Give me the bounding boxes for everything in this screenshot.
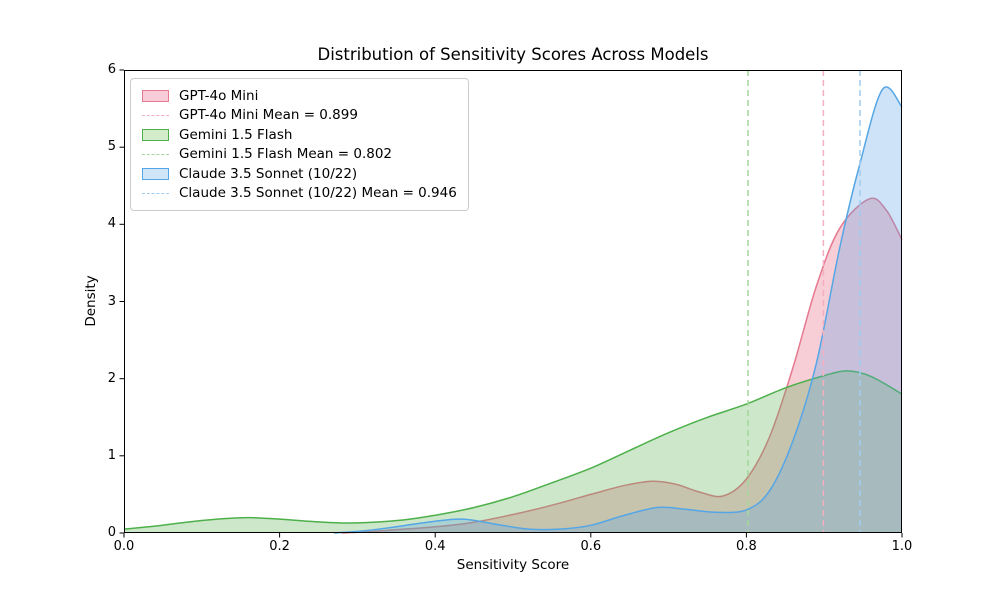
legend-label: Gemini 1.5 Flash: [179, 126, 293, 143]
x-tick-label: 0.4: [424, 539, 446, 554]
legend-label: Claude 3.5 Sonnet (10/22): [179, 165, 358, 182]
x-tick-label: 1.0: [891, 539, 913, 554]
y-tick-label: 1: [107, 447, 116, 463]
legend-patch-swatch: [142, 128, 169, 141]
legend-dash-swatch: [142, 114, 169, 116]
legend-label: GPT-4o Mini: [179, 87, 259, 104]
density-plot-svg: [119, 69, 903, 538]
legend-patch-swatch: [142, 167, 169, 180]
legend: GPT-4o Mini GPT-4o Mini Mean = 0.899 Gemin…: [130, 78, 469, 211]
legend-patch-swatch: [142, 89, 169, 102]
legend-mean-label: Gemini 1.5 Flash Mean = 0.802: [179, 146, 393, 163]
density-area-1: [124, 370, 902, 533]
legend-dash-swatch: [142, 192, 169, 194]
legend-row: Gemini 1.5 Flash: [142, 125, 457, 145]
y-tick-label: 5: [107, 139, 116, 155]
density-area-2: [334, 86, 903, 533]
x-axis-label: Sensitivity Score: [456, 557, 570, 573]
density-curve-0: [341, 197, 903, 534]
legend-row: GPT-4o Mini Mean = 0.899: [142, 106, 457, 126]
plot-area: GPT-4o Mini GPT-4o Mini Mean = 0.899 Gemin…: [119, 69, 903, 538]
x-tick-label: 0.6: [580, 539, 602, 554]
y-tick-label: 3: [107, 293, 116, 309]
axes-frame: [124, 70, 902, 533]
density-area-0: [341, 198, 902, 533]
density-curve-1: [123, 370, 903, 530]
legend-mean-label: GPT-4o Mini Mean = 0.899: [179, 107, 358, 124]
legend-mean-label: Claude 3.5 Sonnet (10/22) Mean = 0.946: [179, 185, 457, 202]
legend-row: Claude 3.5 Sonnet (10/22): [142, 164, 457, 184]
y-tick-label: 0: [107, 525, 116, 540]
chart-title: Distribution of Sensitivity Scores Acros…: [317, 45, 709, 64]
x-tick-label: 0.0: [113, 539, 135, 554]
legend-dash-swatch: [142, 153, 169, 155]
x-tick-label: 0.2: [269, 539, 290, 554]
legend-row: Gemini 1.5 Flash Mean = 0.802: [142, 145, 457, 165]
y-tick-label: 6: [107, 62, 116, 77]
legend-row: Claude 3.5 Sonnet (10/22) Mean = 0.946: [142, 184, 457, 204]
legend-row: GPT-4o Mini: [142, 86, 457, 106]
density-curve-2: [334, 86, 903, 534]
y-tick-label: 2: [107, 370, 116, 386]
x-tick-label: 0.8: [736, 539, 757, 554]
y-tick-label: 4: [107, 216, 116, 232]
